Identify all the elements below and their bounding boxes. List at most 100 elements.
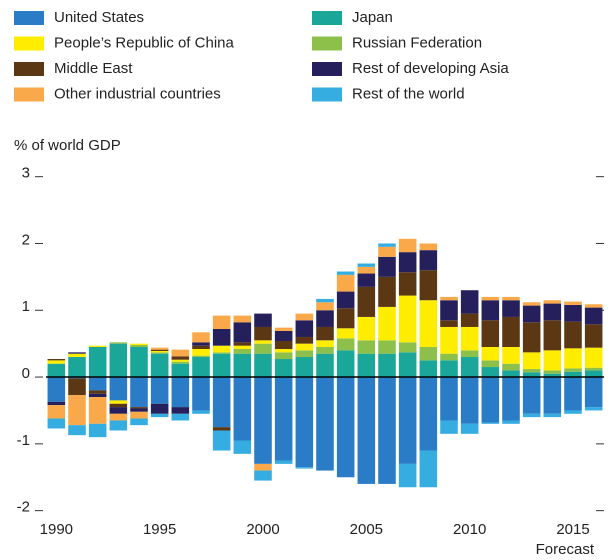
bar-segment [419,270,438,301]
legend-label: Rest of developing Asia [352,60,509,77]
bar-segment [481,296,500,301]
bar-segment [502,370,520,378]
y-tick-label: -2 [17,499,30,516]
bar-segment [336,274,355,292]
bar-segment [481,367,500,378]
legend-label: Middle East [54,60,133,77]
bar-segment [378,340,396,354]
bar-segment [336,350,355,378]
bar-segment [316,310,334,327]
bar-segment [316,326,334,341]
bar-segment [192,355,210,358]
legend-swatch [312,11,342,25]
bar-segment [295,336,314,344]
bar-segment [398,463,417,488]
bar-segment [150,353,169,378]
bar-segment [398,377,417,464]
bar-segment [130,418,148,426]
y-tick-label: 3 [22,165,30,182]
bar-segment [440,300,458,321]
bar-segment [192,332,210,343]
bar-segment [398,352,417,378]
bar-segment [233,353,252,378]
bar-segment [460,357,479,378]
x-tick-label: 1995 [143,521,176,538]
bar-segment [212,430,231,451]
bar-segment [336,308,355,329]
bar-segment [109,403,128,408]
bar-segment [378,243,396,247]
bar-segment [254,340,272,344]
bar-segment [564,304,582,322]
bar-segment [88,393,107,398]
bar-segment [316,377,334,471]
bar-segment [584,304,603,308]
bar-segment [68,378,86,396]
bar-segment [564,410,582,414]
bar-segment [357,266,376,274]
bar-segment [357,340,376,354]
bar-segment [109,413,128,421]
bar-segment [357,377,376,484]
bar-segment [357,353,376,378]
x-tick-label: 2005 [350,521,383,538]
bar-segment [502,420,520,424]
y-tick-label: 1 [22,298,30,315]
bar-segment [564,321,582,349]
bar-segment [460,350,479,358]
bar-segment [522,322,541,353]
legend-label: United States [54,9,144,26]
bar-segment [419,250,438,271]
bar-segment [295,320,314,337]
bar-segment [522,372,541,378]
bar-segment [419,300,438,347]
bar-segment [150,377,169,404]
bar-segment [109,377,128,401]
bar-segment [440,326,458,354]
bar-segment [88,377,107,391]
bar-segment [212,377,231,428]
bar-segment [254,377,272,464]
bar-segment [68,352,86,354]
bar-segment [150,351,169,353]
bar-segment [130,347,148,378]
bar-segment [150,347,169,350]
bar-segment [212,352,231,354]
bar-segment [171,356,190,360]
bar-segment [254,313,272,327]
bar-segment [274,340,293,350]
bar-segment [192,377,210,411]
bar-segment [212,315,231,329]
bar-segment [460,326,479,351]
bar-segment [192,410,210,414]
bar-segment [47,363,66,378]
bar-segment [274,330,293,341]
bar-segment [254,353,272,378]
bar-segment [316,298,334,303]
bar-segment [274,327,293,331]
bar-segment [233,440,252,454]
bar-segment [233,377,252,441]
legend-swatch [14,87,44,102]
bar-segment [336,328,355,339]
bar-segment [295,350,314,358]
bar-segment [212,345,231,353]
bar-segment [192,349,210,356]
bar-segment [398,295,417,343]
bar-segment [378,377,396,484]
bar-segment [440,360,458,378]
bar-segment [68,357,86,378]
bar-segment [378,276,396,307]
bar-segment [440,420,458,434]
bar-segment [336,377,355,478]
bar-segment [212,328,231,346]
bar-segment [543,320,562,351]
bar-segment [543,350,562,371]
bar-segment [295,343,314,351]
bar-segment [295,357,314,378]
bar-segment [584,324,603,348]
bar-segment [564,348,582,369]
bar-segment [564,371,582,378]
bar-segment [171,377,190,408]
bar-segment [378,246,396,257]
